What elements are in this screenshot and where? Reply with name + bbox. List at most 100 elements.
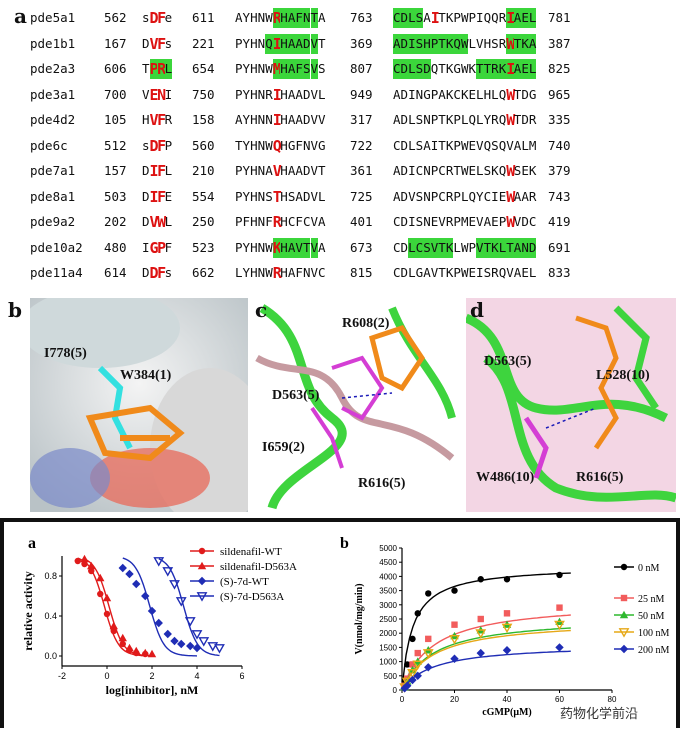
data-point (403, 681, 412, 690)
sequence-residue: H (280, 237, 288, 258)
sequence-residue: Q (498, 163, 507, 178)
sequence-residue: L (460, 112, 469, 127)
residue-label: D563(5) (272, 388, 320, 403)
sequence-residue: I (476, 10, 484, 25)
sequence-residue: R (272, 213, 282, 231)
sequence-residue: Y (483, 112, 492, 127)
motif-residue: N (157, 85, 167, 104)
residue-number: 763 (350, 10, 373, 25)
motif-residue: F (157, 162, 167, 180)
sequence-residue: I (430, 137, 439, 153)
data-point (214, 644, 225, 654)
sequence-residue: S (415, 8, 424, 28)
sequence-residue: A (393, 163, 401, 178)
residue-number: 480 (104, 239, 127, 255)
fit-curve (77, 557, 146, 657)
protein-name: pde1b1 (30, 35, 76, 51)
residue-label: I778(5) (44, 346, 87, 361)
sequence-residue: A (483, 214, 492, 229)
sequence-residue: A (513, 59, 522, 79)
legend-marker (620, 563, 628, 571)
sequence-residue: P (453, 214, 461, 229)
sequence-residue: T (438, 10, 446, 25)
sequence-residue: W (460, 61, 469, 76)
sequence-residue: P (235, 86, 243, 102)
data-point (409, 661, 416, 668)
sequence-residue: F (295, 137, 303, 153)
sequence-residue: T (302, 237, 311, 258)
data-point (125, 643, 134, 652)
motif-residue: D (142, 35, 150, 51)
sequence-residue: E (491, 214, 499, 229)
sequence-residue: D (400, 8, 409, 28)
sequence-residue: E (468, 86, 477, 102)
sequence-residue: R (272, 264, 282, 282)
data-point (132, 646, 141, 655)
motif-residue: G (149, 238, 159, 257)
sequence-residue: Y (242, 35, 251, 51)
motif-residue: E (149, 85, 159, 104)
motif-residue: P (149, 59, 159, 79)
motif-residue: R (157, 59, 167, 79)
sequence-residue: K (468, 61, 477, 76)
sequence-residue: P (235, 214, 243, 229)
data-point (110, 627, 117, 635)
sequence-residue: K (445, 137, 454, 153)
protein-name: pde2a3 (30, 61, 76, 76)
sequence-residue: R (265, 86, 273, 102)
data-point (207, 642, 219, 652)
sequence-residue: W (460, 137, 469, 153)
motif-residue: T (142, 61, 150, 76)
data-point (147, 649, 157, 658)
sequence-residue: K (498, 59, 507, 79)
sequence-residue: W (265, 265, 273, 280)
sequence-residue: W (506, 187, 516, 206)
residue-number: 157 (104, 163, 127, 178)
sequence-residue: S (415, 137, 424, 153)
sequence-residue: N (521, 237, 529, 258)
sequence-residue: N (257, 214, 266, 229)
sequence-residue: Q (483, 10, 492, 25)
sequence-residue: A (287, 112, 296, 127)
sequence-residue: H (280, 33, 288, 54)
sequence-residue: A (513, 265, 522, 280)
sequence-residue: M (528, 137, 537, 153)
residue-number: 250 (192, 214, 215, 229)
motif-residue: F (157, 187, 167, 206)
sequence-residue: G (453, 61, 461, 76)
sequence-residue: P (430, 33, 439, 54)
sequence-residue: C (483, 188, 492, 204)
legend-label: 50 nM (638, 611, 665, 622)
residue-number: 807 (350, 61, 373, 76)
sequence-residue: P (468, 239, 477, 255)
sequence-residue: W (460, 239, 469, 255)
data-point (408, 675, 417, 685)
sequence-residue: I (272, 33, 282, 54)
motif-residue: D (149, 9, 159, 27)
data-point (154, 618, 163, 628)
sequence-residue: A (438, 86, 446, 102)
data-point (74, 557, 81, 565)
sequence-residue: Q (468, 188, 477, 204)
sequence-residue: C (438, 188, 446, 204)
residue-number: 512 (104, 137, 127, 153)
sequence-residue: R (528, 112, 537, 127)
sequence-residue: T (438, 265, 446, 280)
sequence-residue: T (310, 8, 319, 28)
fit-curve (402, 629, 571, 689)
sequence-residue: I (408, 86, 416, 102)
residue-number: 560 (192, 137, 215, 153)
sequence-residue: W (506, 111, 516, 129)
legend-label: (S)-7d-WT (220, 576, 269, 588)
data-point (449, 634, 460, 645)
legend-marker (197, 576, 207, 586)
sequence-residue: H (250, 214, 258, 229)
sequence-residue: C (393, 265, 401, 280)
residue-number: 740 (548, 137, 571, 153)
motif-residue: I (149, 162, 159, 180)
panel-letter-b: b (8, 298, 22, 322)
residue-number: 815 (350, 265, 373, 280)
motif-residue: s (164, 265, 173, 280)
sequence-residue: L (476, 163, 484, 178)
